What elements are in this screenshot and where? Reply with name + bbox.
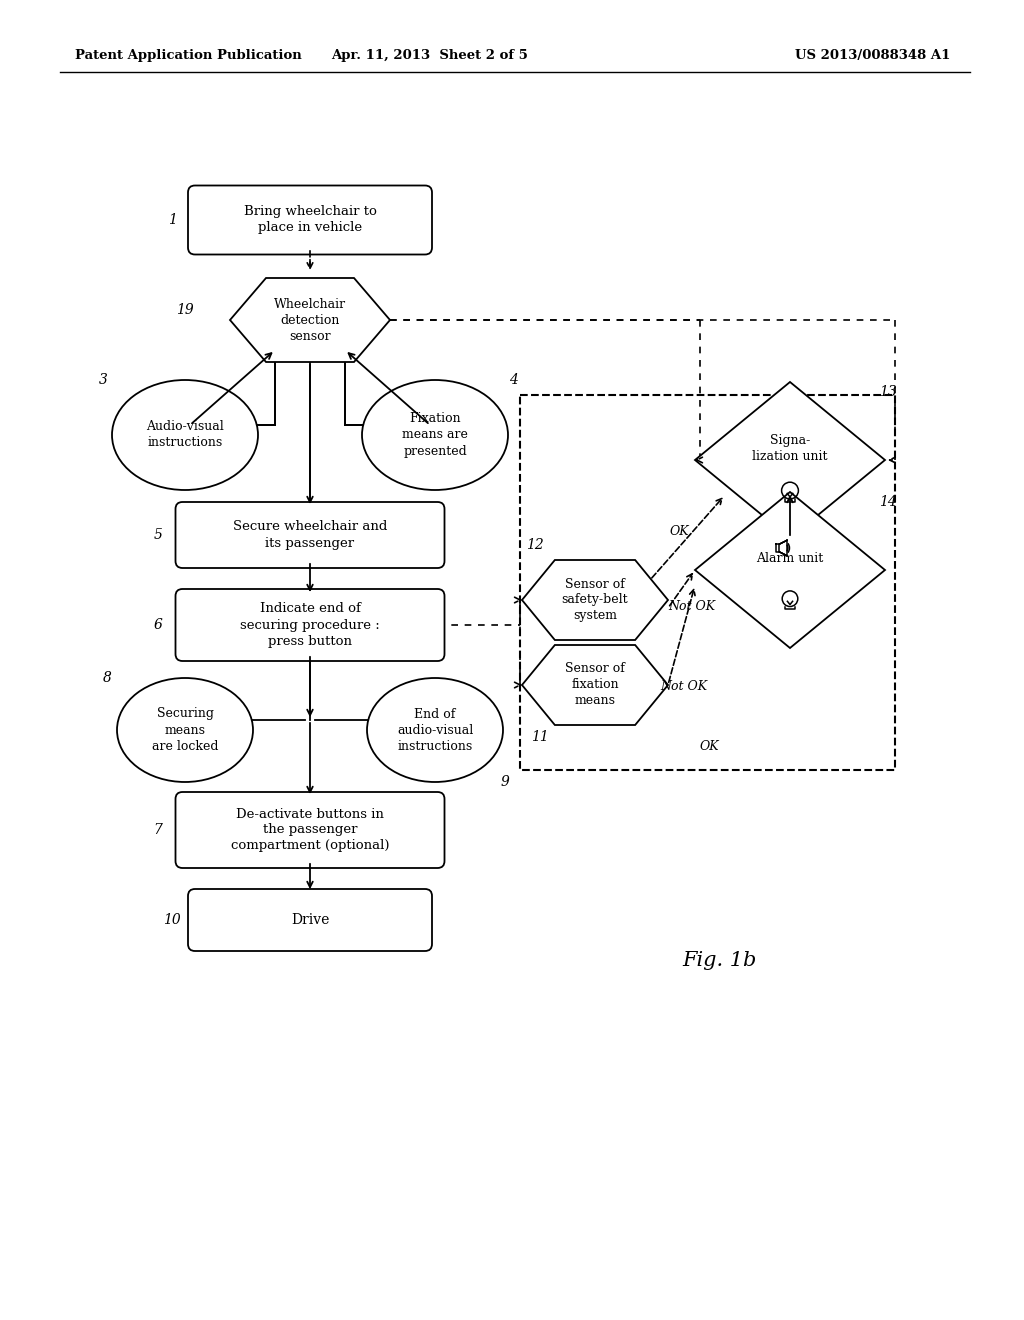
Text: 19: 19 (176, 304, 194, 317)
Text: 6: 6 (154, 618, 163, 632)
FancyBboxPatch shape (175, 502, 444, 568)
FancyBboxPatch shape (188, 888, 432, 950)
Text: 10: 10 (163, 913, 181, 927)
FancyBboxPatch shape (188, 186, 432, 255)
Ellipse shape (117, 678, 253, 781)
Text: OK: OK (700, 741, 720, 752)
Text: OK: OK (670, 525, 689, 539)
Text: US 2013/0088348 A1: US 2013/0088348 A1 (795, 49, 950, 62)
Text: 14: 14 (880, 495, 897, 510)
Text: De-activate buttons in
the passenger
compartment (optional): De-activate buttons in the passenger com… (230, 808, 389, 853)
Text: Sensor of
fixation
means: Sensor of fixation means (565, 663, 625, 708)
Text: 9: 9 (501, 775, 509, 789)
Bar (520, 395, 895, 770)
Text: Drive: Drive (291, 913, 329, 927)
Polygon shape (230, 279, 390, 362)
Text: 4: 4 (509, 374, 517, 387)
Text: 13: 13 (880, 385, 897, 399)
FancyBboxPatch shape (175, 589, 444, 661)
Text: 1: 1 (168, 213, 176, 227)
Polygon shape (522, 560, 668, 640)
Text: Fig. 1b: Fig. 1b (683, 950, 757, 969)
Ellipse shape (112, 380, 258, 490)
Text: Not OK: Not OK (660, 680, 708, 693)
Text: Bring wheelchair to
place in vehicle: Bring wheelchair to place in vehicle (244, 206, 377, 235)
Ellipse shape (362, 380, 508, 490)
Text: Not OK: Not OK (668, 601, 715, 612)
Text: 12: 12 (526, 539, 544, 552)
Text: End of
audio-visual
instructions: End of audio-visual instructions (397, 708, 473, 752)
Text: 11: 11 (531, 730, 549, 744)
Polygon shape (695, 492, 885, 648)
Polygon shape (522, 645, 668, 725)
Text: Sensor of
safety-belt
system: Sensor of safety-belt system (562, 578, 629, 623)
Text: Fixation
means are
presented: Fixation means are presented (402, 412, 468, 458)
Text: 8: 8 (102, 671, 112, 685)
FancyBboxPatch shape (175, 792, 444, 869)
Text: Alarm unit: Alarm unit (757, 552, 823, 565)
Polygon shape (695, 381, 885, 539)
Text: 3: 3 (98, 374, 108, 387)
Text: 5: 5 (154, 528, 163, 543)
Ellipse shape (367, 678, 503, 781)
Text: Patent Application Publication: Patent Application Publication (75, 49, 302, 62)
Text: Secure wheelchair and
its passenger: Secure wheelchair and its passenger (232, 520, 387, 549)
Text: 7: 7 (154, 822, 163, 837)
Text: Indicate end of
securing procedure :
press button: Indicate end of securing procedure : pre… (240, 602, 380, 648)
Text: Securing
means
are locked: Securing means are locked (152, 708, 218, 752)
Text: Audio-visual
instructions: Audio-visual instructions (146, 421, 224, 450)
Text: Wheelchair
detection
sensor: Wheelchair detection sensor (274, 297, 346, 342)
Text: Signa-
lization unit: Signa- lization unit (753, 434, 827, 463)
Text: Apr. 11, 2013  Sheet 2 of 5: Apr. 11, 2013 Sheet 2 of 5 (332, 49, 528, 62)
